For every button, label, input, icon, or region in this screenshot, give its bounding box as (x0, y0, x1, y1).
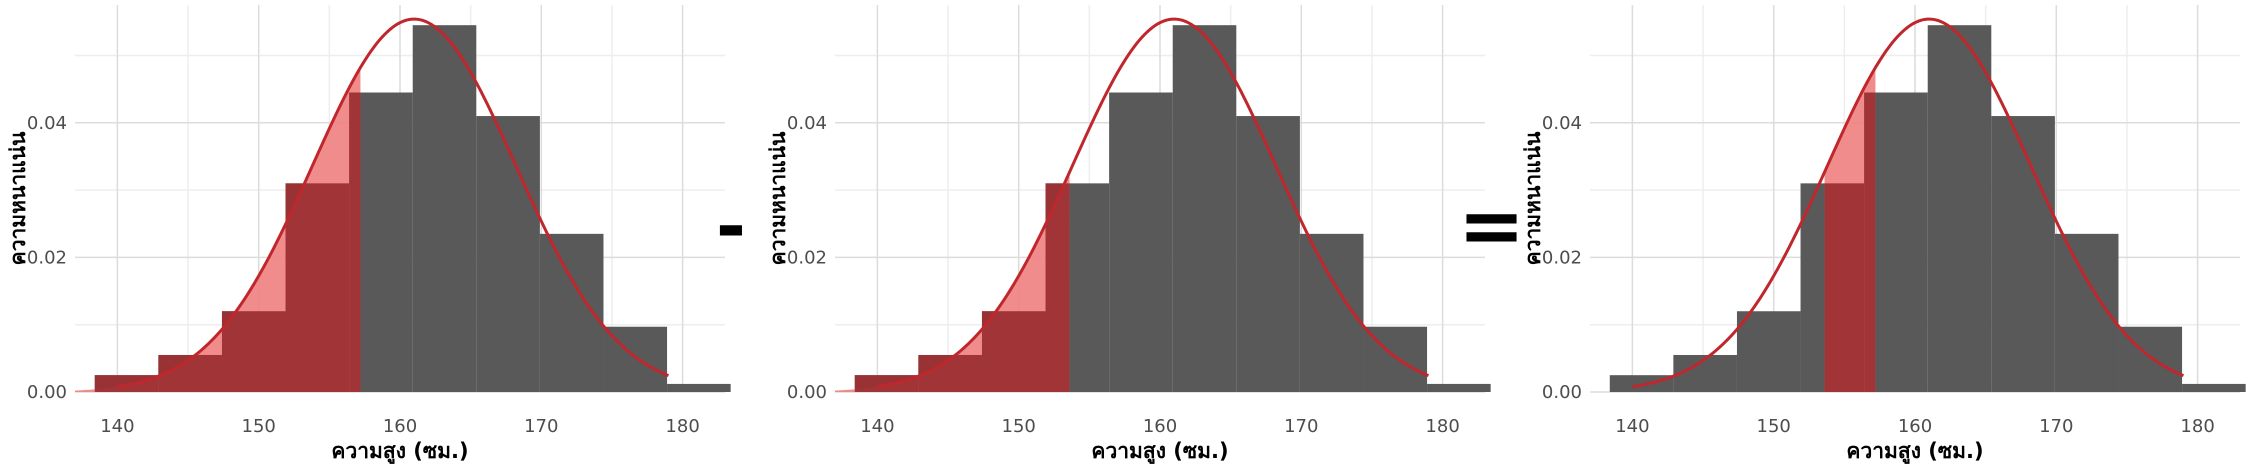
y-tick-label: 0.04 (1542, 113, 1582, 134)
y-tick-label: 0.02 (787, 247, 827, 268)
histogram-bar (1927, 25, 1992, 392)
equals-operator: = (1458, 179, 1526, 272)
histogram-bar (1236, 116, 1300, 392)
shaded-bar-region (349, 92, 361, 392)
shaded-bar-region (918, 354, 982, 392)
y-tick-label: 0.04 (787, 113, 827, 134)
histogram-bar (412, 25, 477, 392)
histogram-bar (1172, 25, 1237, 392)
x-tick-label: 180 (1425, 416, 1459, 437)
x-tick-label: 160 (1898, 416, 1932, 437)
normal-density-curve (117, 17, 670, 389)
minus-operator: - (716, 184, 746, 268)
x-tick-label: 170 (524, 416, 558, 437)
y-tick-label: 0.00 (787, 382, 827, 403)
shaded-bar-region (1824, 183, 1865, 392)
y-tick-label: 0.02 (1542, 247, 1582, 268)
histogram-bar (1427, 383, 1491, 392)
x-tick-label: 140 (100, 416, 134, 437)
normal-density-curve (1632, 17, 2185, 389)
shaded-bar-region (981, 311, 1046, 392)
x-tick-label: 170 (1284, 416, 1318, 437)
y-axis-title: ความหนาแน่น (1521, 131, 1545, 265)
histogram-panel-3: 140 150 160 170 180 0.00 0.02 0.04 ความสูง (ซม.)… (1521, 5, 2246, 464)
y-tick-label: 0.00 (27, 382, 67, 403)
shaded-bar-region (285, 183, 350, 392)
histogram-bar (2182, 383, 2246, 392)
x-axis-title: ความสูง (ซม.) (1846, 439, 1983, 464)
y-axis-title: ความหนาแน่น (6, 131, 30, 265)
x-axis-title: ความสูง (ซม.) (1091, 439, 1228, 464)
histogram-panel-2: 140 150 160 170 180 0.00 0.02 0.04 ความสูง (ซม.)… (766, 5, 1491, 464)
y-tick-label: 0.02 (27, 247, 67, 268)
histogram-bar (476, 116, 540, 392)
normal-density-curve (877, 17, 1430, 389)
x-tick-label: 180 (665, 416, 699, 437)
histogram-bar (1109, 92, 1173, 392)
histogram-panel-1: 140 150 160 170 180 0.00 0.02 0.04 ความสูง (ซม.)… (6, 5, 731, 464)
x-axis-title: ความสูง (ซม.) (331, 439, 468, 464)
histogram-bar (1736, 311, 1801, 392)
x-tick-label: 150 (1002, 416, 1036, 437)
x-tick-label: 150 (1757, 416, 1791, 437)
x-tick-label: 160 (383, 416, 417, 437)
x-tick-label: 140 (860, 416, 894, 437)
histogram-bar (1991, 116, 2055, 392)
x-tick-label: 160 (1143, 416, 1177, 437)
y-tick-label: 0.04 (27, 113, 67, 134)
y-axis-title: ความหนาแน่น (766, 131, 790, 265)
shaded-bar-region (158, 354, 222, 392)
histogram-bar (1609, 375, 1674, 392)
x-tick-label: 170 (2039, 416, 2073, 437)
shaded-bar-region (221, 311, 286, 392)
x-tick-label: 180 (2180, 416, 2214, 437)
x-tick-label: 140 (1615, 416, 1649, 437)
y-tick-label: 0.00 (1542, 382, 1582, 403)
shaded-bar-region (854, 375, 919, 392)
x-tick-label: 150 (242, 416, 276, 437)
shaded-bar-region (94, 375, 159, 392)
shaded-bar-region (1864, 92, 1876, 392)
histogram-bar (1673, 354, 1737, 392)
histogram-bar (667, 383, 731, 392)
